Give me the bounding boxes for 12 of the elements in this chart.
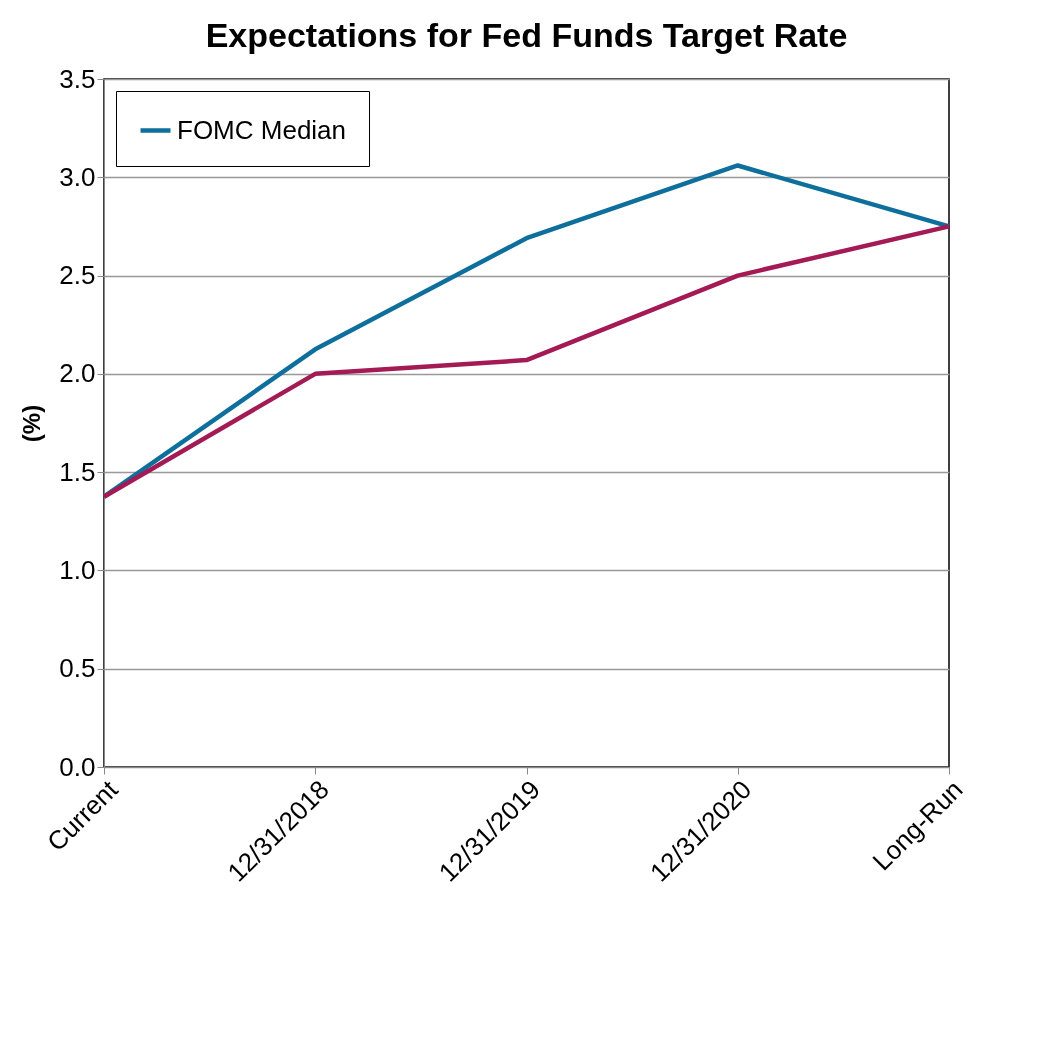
legend-label: FOMC Median	[177, 114, 347, 145]
line-series	[101, 224, 952, 499]
y-tick-label: 3.0	[59, 161, 96, 192]
y-tick-label: 2.0	[59, 358, 96, 389]
y-tick-label: 2.5	[59, 260, 96, 291]
y-tick-label: 0.0	[59, 751, 96, 782]
y-axis-title: (%)	[18, 404, 46, 443]
chart-title: Expectations for Fed Funds Target Rate	[205, 16, 848, 54]
y-tick-label: 0.5	[59, 653, 96, 684]
y-tick-label: 3.5	[59, 63, 96, 94]
y-tick-label: 1.0	[59, 554, 96, 585]
y-tick-label: 1.5	[59, 456, 96, 487]
